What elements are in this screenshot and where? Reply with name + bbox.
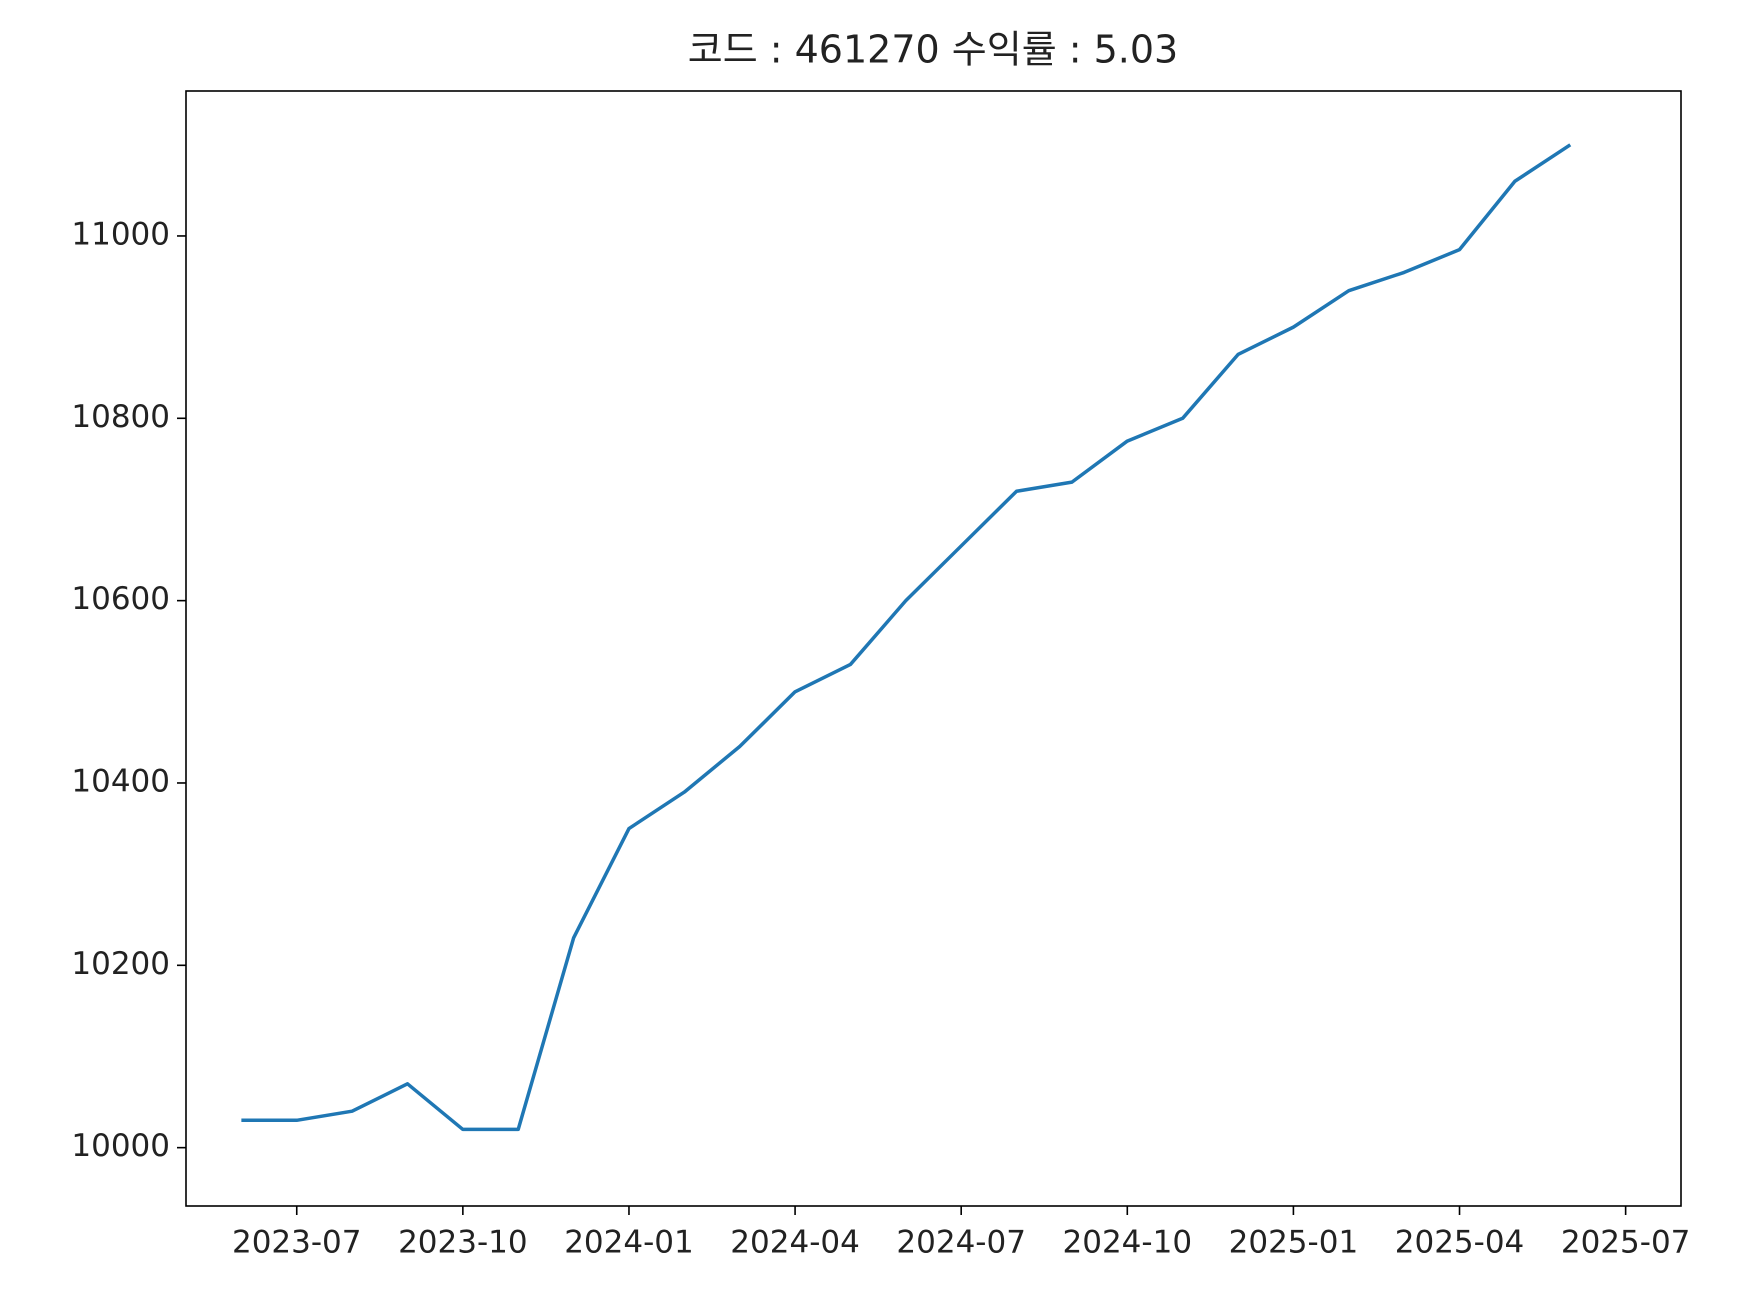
x-tick-label: 2024-10 bbox=[1063, 1225, 1193, 1261]
y-tick-label: 10400 bbox=[71, 763, 170, 799]
x-tick-label: 2024-04 bbox=[730, 1225, 860, 1261]
line-series bbox=[241, 143, 1572, 1132]
y-tick-label: 10000 bbox=[71, 1128, 170, 1164]
y-tick-label: 10600 bbox=[71, 581, 170, 617]
x-tick-label: 2025-07 bbox=[1561, 1225, 1691, 1261]
y-tick-label: 10800 bbox=[71, 399, 170, 435]
y-tick-label: 10200 bbox=[71, 946, 170, 982]
x-tick-label: 2024-01 bbox=[564, 1225, 694, 1261]
x-tick-label: 2023-10 bbox=[398, 1225, 528, 1261]
chart-title: 코드 : 461270 수익률 : 5.03 bbox=[688, 28, 1178, 72]
x-tick-label: 2024-07 bbox=[896, 1225, 1026, 1261]
x-tick-label: 2023-07 bbox=[232, 1225, 362, 1261]
x-tick-label: 2025-01 bbox=[1229, 1225, 1359, 1261]
x-tick-label: 2025-04 bbox=[1395, 1225, 1525, 1261]
y-tick-label: 11000 bbox=[71, 216, 170, 252]
plot-frame bbox=[185, 90, 1682, 1207]
